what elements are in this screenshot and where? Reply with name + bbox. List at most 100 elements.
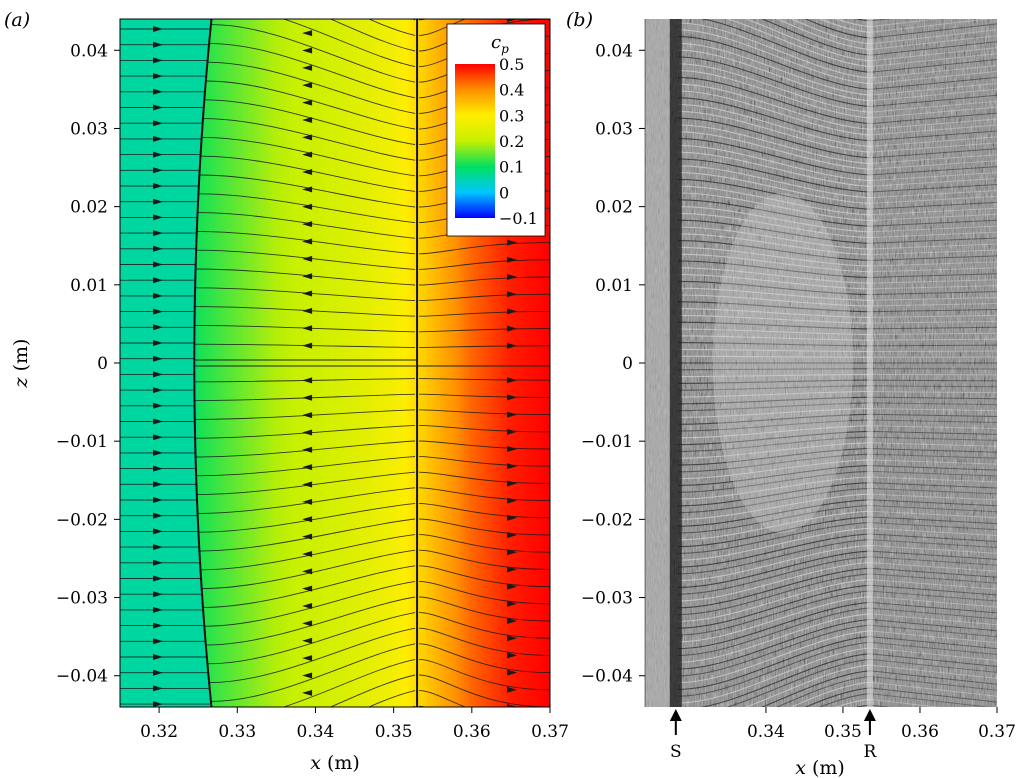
oil-streak <box>869 237 997 244</box>
colorbar-tick-label: 0 <box>499 183 509 202</box>
oil-streak <box>677 573 870 616</box>
oil-streak <box>869 273 997 278</box>
oil-streak <box>869 442 997 447</box>
colorbar-title: cp <box>491 32 509 56</box>
oil-streak <box>677 470 870 493</box>
streamline-arrow <box>302 707 312 713</box>
oil-streak <box>869 402 997 406</box>
cp-strip <box>256 19 261 707</box>
oil-streak <box>869 303 997 307</box>
separation-line-photo <box>669 19 682 707</box>
streamline-arrow <box>302 655 313 662</box>
cp-strip <box>481 19 486 707</box>
cp-strip <box>452 19 456 707</box>
cp-strip <box>286 19 290 707</box>
oil-streak <box>869 658 997 673</box>
streamline-arrow <box>507 19 518 22</box>
cp-strip <box>493 19 498 707</box>
oil-streak <box>677 226 870 250</box>
streamline-arrow <box>302 689 313 696</box>
cp-strip <box>523 19 528 707</box>
streamline <box>419 487 550 502</box>
streamline-arrow <box>507 291 518 298</box>
oil-streak <box>869 219 997 227</box>
cp-strip <box>229 19 234 707</box>
streamline-arrow <box>153 135 163 142</box>
streamline-arrow <box>507 480 518 487</box>
oil-streak <box>677 561 870 602</box>
streamline-arrow <box>302 99 313 106</box>
streamline-arrow <box>302 637 313 644</box>
cp-strip <box>401 19 406 707</box>
colorbar-bar <box>455 64 495 218</box>
oil-streak <box>677 579 870 622</box>
cp-strip <box>461 19 465 707</box>
y-tick-label: 0 <box>622 354 633 374</box>
oil-streak <box>677 601 870 650</box>
streamline <box>419 502 550 519</box>
streamline <box>207 61 416 114</box>
oil-streak <box>869 213 997 221</box>
streamline <box>419 393 550 398</box>
oil-streak <box>869 112 997 125</box>
cp-strip <box>366 19 370 707</box>
oil-streak <box>869 562 997 572</box>
streamline-arrow <box>507 618 518 624</box>
cp-strip <box>472 19 477 707</box>
streamline-arrow <box>302 134 313 141</box>
oil-streak <box>677 390 870 398</box>
oil-streak <box>869 19 992 33</box>
y-tick-label: −0.02 <box>56 510 108 530</box>
streamline-arrow <box>507 274 518 280</box>
oil-streak <box>761 19 870 56</box>
cp-strip <box>383 19 388 707</box>
colorbar-tick-label: 0.3 <box>499 106 524 125</box>
oil-streak <box>677 144 870 182</box>
oil-streak <box>869 698 941 707</box>
streamline-arrow <box>302 464 313 471</box>
cp-strip <box>321 19 326 707</box>
streamline <box>419 378 550 381</box>
cp-strip <box>514 19 519 707</box>
streamline-arrow <box>507 411 518 418</box>
oil-streak <box>869 391 997 394</box>
oil-streak <box>869 505 997 513</box>
cp-strip <box>253 19 258 707</box>
y-tick-label: −0.04 <box>581 667 633 687</box>
streamline <box>282 658 416 707</box>
oil-streak <box>869 59 997 73</box>
cp-strip <box>194 19 199 707</box>
cp-strip <box>298 19 302 707</box>
streamline-arrow <box>302 516 313 523</box>
oil-streak <box>677 321 870 330</box>
oil-streak <box>677 22 870 79</box>
oil-streak <box>869 601 997 614</box>
x-axis-label-a: x (m) <box>310 752 360 774</box>
oil-streak <box>677 385 870 391</box>
streamline-arrow <box>153 73 163 80</box>
streamline <box>419 242 550 255</box>
streamline <box>419 534 550 553</box>
cp-strip <box>455 19 459 707</box>
streamline <box>410 19 416 21</box>
cp-strip <box>244 19 249 707</box>
oil-streak <box>869 35 997 50</box>
cp-strip <box>215 19 219 707</box>
streamline-arrow <box>153 638 163 645</box>
y-tick-label: 0.02 <box>595 198 633 218</box>
streamline <box>419 627 550 656</box>
oil-streak <box>869 160 997 170</box>
oil-streak <box>677 185 870 216</box>
oil-streak <box>869 470 997 477</box>
cp-strip <box>389 19 394 707</box>
oil-streak <box>677 192 870 222</box>
oil-streak <box>869 308 997 313</box>
oil-streak <box>677 539 870 575</box>
streamline-arrow <box>153 669 163 676</box>
oil-flow-photograph <box>645 19 997 707</box>
cp-strip <box>520 19 525 707</box>
streamline <box>419 549 550 570</box>
oil-streak <box>677 124 870 165</box>
oil-streak <box>869 106 997 119</box>
streamline <box>419 293 550 302</box>
